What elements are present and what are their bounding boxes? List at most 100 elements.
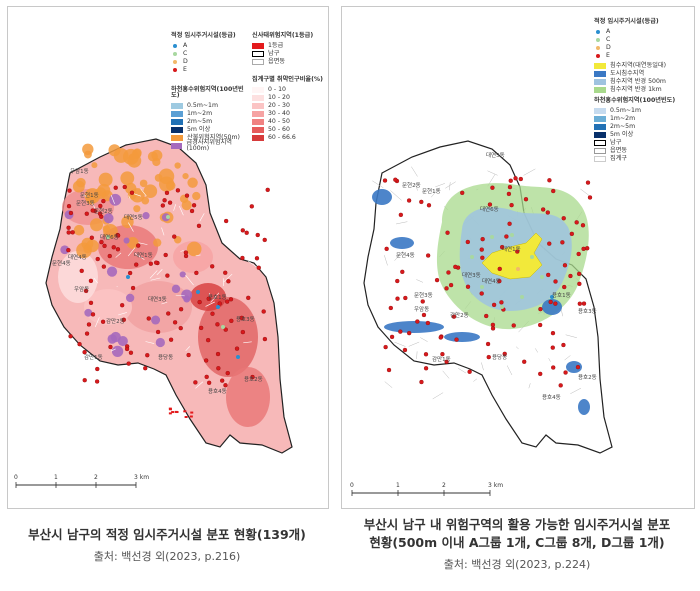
right-place-label: 용호3동 — [578, 308, 597, 315]
right-block-boundary — [435, 183, 446, 188]
left-vulnerable-row: 50 - 60 — [252, 126, 326, 134]
right-shelter-point-E — [403, 295, 408, 301]
left-caption-title: 부산시 남구의 적정 임시주거시설 분포 현황(139개) — [28, 527, 306, 542]
left-place-label: 대연4동 — [68, 253, 87, 261]
left-vulnerable-swatch — [252, 95, 264, 102]
right-shelter-point-E — [388, 305, 393, 311]
left-wildfire-area — [103, 224, 118, 239]
left-flood-label: 2m~5m — [187, 118, 213, 126]
left-block-boundary — [127, 247, 136, 257]
left-landslide-swatch — [252, 59, 264, 66]
left-shelter-point-E — [128, 350, 134, 355]
right-shelter-point-E — [515, 249, 520, 254]
right-shelter-point-E — [497, 278, 502, 284]
left-shelter-point-E — [86, 322, 92, 327]
left-grade-label: C — [183, 50, 188, 58]
left-place-label: 문현4동 — [52, 259, 71, 267]
left-shelter-point-E — [148, 261, 153, 266]
left-vulnerable-label: 50 - 60 — [268, 126, 290, 134]
right-flood-row: 1m~2m — [594, 115, 692, 123]
left-shelter-point-E — [90, 208, 95, 213]
left-place-label: 문현1동 — [80, 191, 99, 199]
right-shelter-point-E — [382, 178, 388, 183]
right-shelter-point-E — [560, 240, 565, 245]
right-block-boundary — [449, 182, 451, 191]
right-shelter-point-C — [540, 275, 544, 279]
left-shelter-point-E — [254, 256, 260, 261]
left-block-boundary — [185, 346, 191, 352]
right-shelter-point-E — [563, 370, 568, 375]
right-shelter-point-C — [520, 295, 524, 299]
left-shelter-point-E — [136, 243, 141, 248]
left-block-boundary — [128, 222, 134, 232]
left-block-boundary — [178, 205, 184, 216]
left-shelter-point-E — [262, 237, 267, 243]
right-shelter-point-E — [538, 322, 543, 328]
right-place-label: 용호1동 — [552, 292, 571, 299]
right-shelter-point-E — [415, 319, 420, 324]
left-shelter-point-E — [107, 253, 112, 259]
left-shelter-point-E — [223, 383, 228, 388]
right-place-label: 용호2동 — [578, 374, 597, 381]
right-block-boundary — [408, 341, 420, 347]
left-block-boundary — [247, 260, 258, 268]
right-grade-row: A — [594, 28, 692, 36]
left-shelter-point-E — [240, 329, 246, 335]
right-flood-row: 5m 이상 — [594, 131, 692, 139]
left-shelter-point-E — [194, 270, 199, 276]
left-grade-dot-icon — [173, 44, 177, 49]
left-shelter-point-E — [229, 318, 234, 323]
left-shelter-point-E — [146, 316, 151, 321]
left-block-boundary — [134, 253, 145, 260]
left-legend-landslide: 신사태위험지역(1등급) 1등급 남구 읍면동 — [252, 31, 326, 66]
right-shelter-point-E — [426, 253, 431, 258]
left-steep-slope-area — [60, 245, 70, 255]
left-shelter-point-E — [115, 233, 121, 238]
left-place-label: 용호3동 — [236, 316, 255, 323]
left-shelter-point-E — [204, 358, 209, 363]
right-block-boundary — [432, 392, 444, 400]
left-shelter-point-E — [79, 268, 84, 273]
left-shelter-point-E — [186, 352, 191, 358]
left-steep-slope-area — [84, 308, 93, 317]
right-place-label: 문현1동 — [422, 187, 441, 195]
right-shelter-point-E — [398, 329, 403, 334]
left-steep-slope-area — [109, 193, 122, 206]
right-zone-swatch — [594, 63, 606, 70]
right-boundary-row: 남구 — [594, 139, 692, 147]
left-shelter-point-E — [206, 380, 212, 385]
left-shelter-point-E — [111, 245, 116, 250]
left-landslide-area — [190, 411, 194, 414]
right-zone-label: 침수지역 반경 500m — [610, 78, 666, 86]
right-block-boundary — [411, 166, 418, 177]
left-shelter-point-E — [172, 320, 178, 325]
left-flood-label: 급경사지위험지역(100m) — [186, 139, 232, 153]
left-shelter-point-E — [115, 247, 121, 252]
left-shelter-point-E — [228, 297, 234, 302]
left-shelter-point-E — [210, 264, 215, 269]
left-shelter-point-E — [88, 278, 94, 283]
right-place-label: 대연1동 — [502, 245, 521, 253]
right-flood-swatch — [594, 116, 606, 123]
left-shelter-point-E — [261, 309, 266, 314]
left-shelter-point-E — [210, 311, 215, 316]
left-vulnerable-row: 20 - 30 — [252, 102, 326, 110]
right-grade-dot-icon — [596, 38, 600, 43]
left-shelter-point-E — [120, 303, 125, 308]
left-wildfire-area — [133, 205, 141, 213]
right-shelter-point-E — [577, 301, 582, 306]
left-shelter-point-E — [206, 338, 211, 343]
left-shelter-point-E — [129, 190, 135, 195]
left-block-boundary — [149, 270, 158, 279]
left-steep-slope-area — [103, 213, 114, 224]
right-block-boundary — [487, 170, 498, 176]
right-shelter-point-E — [402, 347, 408, 353]
right-shelter-point-E — [507, 184, 513, 190]
left-wildfire-area — [108, 144, 121, 157]
right-place-label: 용당동 — [492, 354, 507, 361]
right-block-boundary — [384, 255, 388, 266]
left-shelter-point-E — [225, 370, 230, 376]
left-flood-row: 급경사지위험지역(100m) — [171, 139, 251, 153]
left-shelter-point-E — [66, 204, 72, 209]
left-flood-row: 5m 이상 — [171, 126, 251, 134]
